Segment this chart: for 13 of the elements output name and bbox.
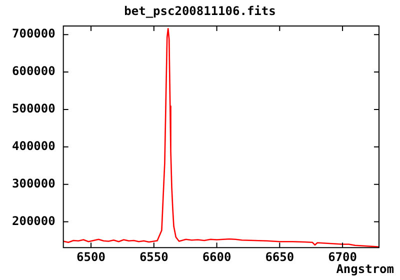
y-tick-label: 300000 — [12, 176, 56, 190]
x-axis-title: Angstrom — [336, 262, 394, 276]
x-tick-label: 6650 — [265, 250, 294, 264]
chart-title: bet_psc200811106.fits — [123, 4, 277, 18]
y-tick-label: 400000 — [12, 139, 56, 154]
x-tick-label: 6500 — [76, 250, 106, 264]
y-tick-label: 600000 — [12, 64, 56, 78]
x-tick-label: 6600 — [202, 250, 232, 264]
y-tick-label: 200000 — [12, 214, 56, 228]
y-tick-label: 500000 — [12, 102, 56, 116]
x-tick-label: 6700 — [328, 250, 357, 264]
y-tick-label: 700000 — [12, 26, 56, 41]
x-tick-label: 6550 — [139, 250, 168, 264]
